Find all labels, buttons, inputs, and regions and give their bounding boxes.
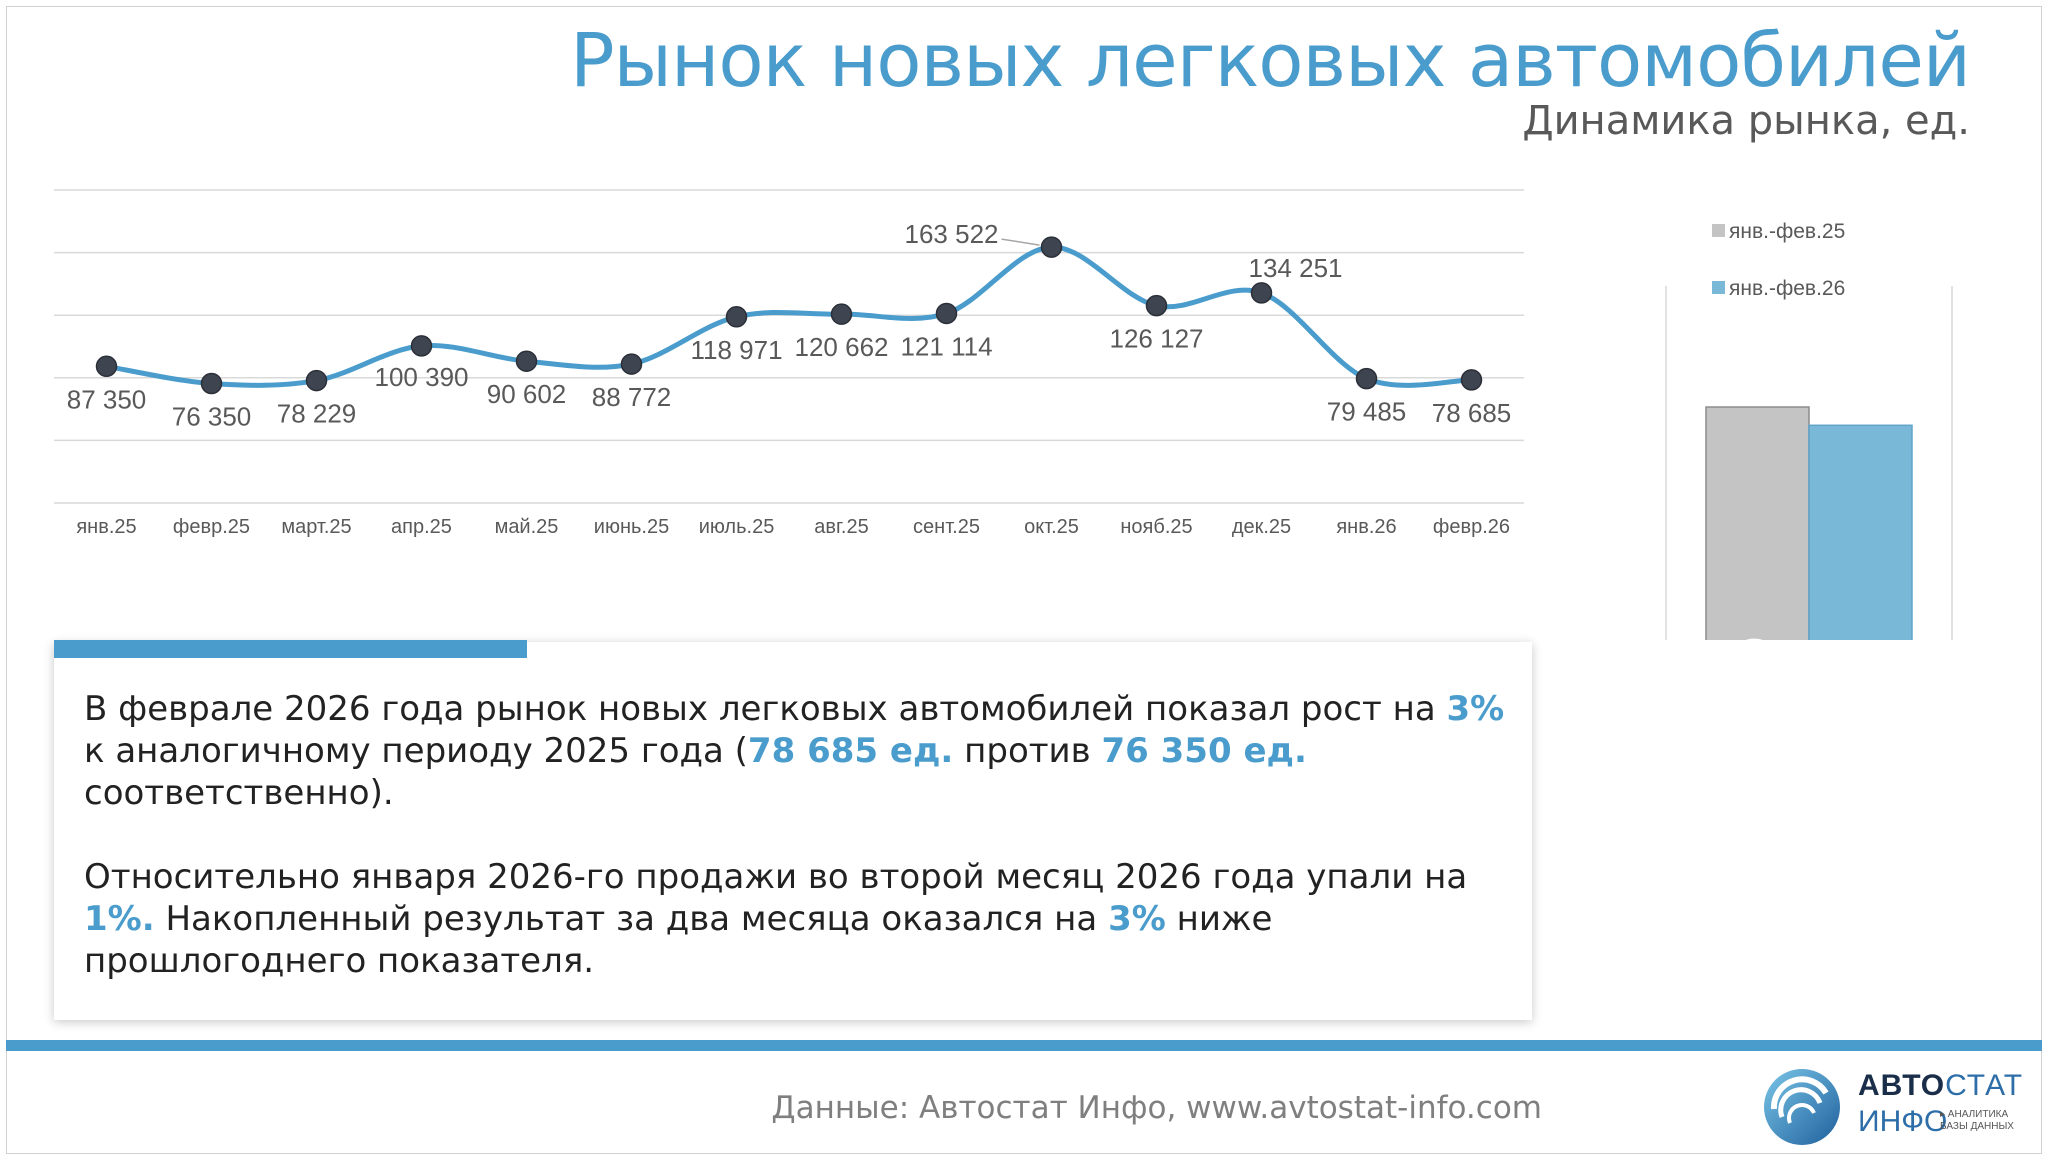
data-label: 100 390: [375, 362, 469, 392]
summary-highlight: 78 685 ед.: [747, 731, 954, 771]
x-tick-label: июнь.25: [594, 516, 669, 538]
data-point: [620, 353, 643, 375]
summary-highlight: 76 350 ед.: [1101, 731, 1307, 771]
x-tick-label: апр.25: [391, 516, 452, 538]
legend-swatch: [1712, 224, 1725, 237]
summary-text-run: Относительно января 2026-го продажи во в…: [84, 857, 1468, 897]
x-tick-label: февр.25: [173, 516, 250, 538]
data-label: 87 350: [67, 384, 147, 414]
data-point: [410, 335, 433, 357]
summary-text-run: В феврале 2026 года рынок новых легковых…: [84, 689, 1447, 729]
x-tick-label: март.25: [281, 516, 351, 538]
logo-wordmark-top: АВТОСТАТ: [1858, 1069, 2023, 1103]
data-point: [1355, 367, 1378, 390]
bar: [1808, 424, 1913, 640]
data-label: 78 229: [277, 399, 357, 429]
x-tick-label: дек.25: [1232, 516, 1291, 538]
legend-label: янв.-фев.25: [1729, 220, 1845, 243]
footer-stripe: [6, 1040, 2042, 1051]
x-tick-label: февр.26: [1433, 516, 1510, 538]
x-tick-label: янв.25: [76, 516, 136, 538]
legend-label: янв.-фев.26: [1729, 277, 1845, 300]
data-point: [1460, 369, 1483, 391]
data-label: 120 662: [795, 332, 889, 362]
data-point: [515, 350, 538, 372]
x-tick-label: май.25: [495, 516, 559, 538]
summary-paragraph-2: Относительно января 2026-го продажи во в…: [84, 856, 1524, 982]
avtostat-logo-icon: [1764, 1069, 1840, 1145]
data-label: 76 350: [172, 402, 252, 432]
data-label: 134 251: [1249, 253, 1343, 283]
data-point: [200, 372, 223, 395]
summary-paragraph-1: В феврале 2026 года рынок новых легковых…: [84, 688, 1524, 814]
data-point: [1040, 236, 1063, 258]
page-title: Рынок новых легковых автомобилей: [569, 18, 1971, 104]
x-tick-label: июль.25: [699, 516, 775, 538]
logo-wordmark-bottom: ИНФО: [1858, 1105, 1948, 1138]
summary-text-run: ниже прошлогоднего показателя.: [84, 899, 1273, 981]
page-subtitle: Динамика рынка, ед.: [1522, 98, 1970, 144]
x-tick-label: окт.25: [1024, 516, 1079, 538]
data-label: 126 127: [1110, 324, 1204, 354]
data-point: [935, 302, 958, 325]
data-point: [725, 306, 748, 328]
data-point: [1250, 282, 1273, 304]
summary-text: В феврале 2026 года рынок новых легковых…: [84, 688, 1524, 982]
bar: [1705, 406, 1810, 640]
data-label: 90 602: [487, 379, 567, 409]
logo-tagline-line: БАЗЫ ДАННЫХ: [1940, 1121, 2014, 1132]
footer-source: Данные: Автостат Инфо, www.avtostat-info…: [771, 1090, 1542, 1126]
summary-textbox: [54, 642, 1532, 1020]
x-tick-label: нояб.25: [1120, 516, 1192, 538]
data-label: 79 485: [1327, 397, 1407, 427]
legend-swatch: [1712, 281, 1725, 294]
x-tick-label: сент.25: [913, 516, 980, 538]
data-point: [1145, 294, 1168, 317]
summary-text-run: против: [953, 731, 1102, 771]
slide-frame: [6, 6, 2042, 1154]
summary-highlight: 1%.: [84, 899, 155, 939]
data-point: [95, 355, 118, 378]
x-tick-label: авг.25: [814, 516, 868, 538]
summary-text-run: соответственно).: [84, 773, 394, 813]
summary-text-run: Накопленный результат за два месяца оказ…: [154, 899, 1109, 939]
summary-highlight: 3%: [1446, 689, 1505, 729]
data-label: 121 114: [900, 331, 992, 361]
data-label: 163 522: [905, 219, 999, 249]
logo-wordmark-light: СТАТ: [1945, 1069, 2024, 1102]
data-label: 88 772: [592, 382, 672, 412]
data-point: [830, 303, 853, 325]
data-label: 118 971: [690, 335, 782, 365]
textbox-accent-bar: [54, 640, 527, 658]
data-point: [305, 369, 328, 392]
x-tick-label: янв.26: [1336, 516, 1396, 538]
logo-wordmark-bold: АВТО: [1858, 1069, 1946, 1102]
logo-tagline: ▸ АНАЛИТИКА БАЗЫ ДАННЫХ: [1940, 1109, 2030, 1133]
data-label: 78 685: [1432, 398, 1512, 428]
summary-highlight: 3%: [1108, 899, 1166, 939]
data-label-leader: [1001, 238, 1040, 246]
market-dynamics-chart: 87 350 76 350 78 229 100 390 90 602 88 772 118…: [54, 189, 1953, 640]
logo-tagline-line: ▸ АНАЛИТИКА: [1940, 1109, 2009, 1120]
bar-value-label: 163 659: [1735, 637, 1777, 640]
summary-text-run: к аналогичному периоду 2025 года (: [84, 731, 748, 771]
avtostat-logo: АВТОСТАТ ИНФО ▸ АНАЛИТИКА БАЗЫ ДАННЫХ: [1760, 1065, 2030, 1145]
